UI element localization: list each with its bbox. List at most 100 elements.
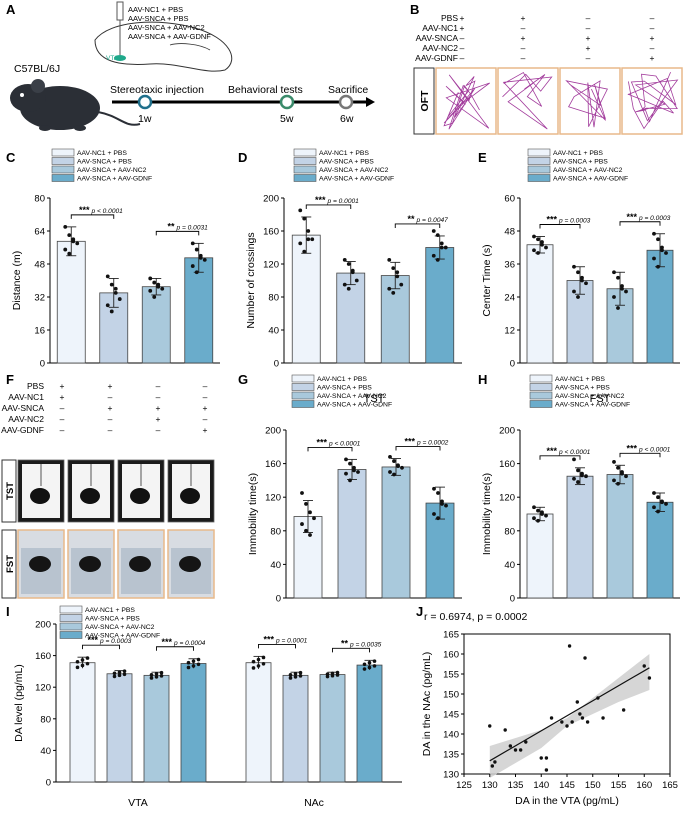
data-point-I-0-1 bbox=[122, 672, 127, 677]
legend-swatch-D-2 bbox=[293, 165, 317, 174]
scatter-point-J-13 bbox=[565, 724, 569, 728]
bar-C-2 bbox=[141, 286, 171, 364]
legend-label-H-1: AAV-SNCA + PBS bbox=[555, 385, 610, 392]
data-point-G-1 bbox=[348, 478, 352, 483]
legend-swatch-E-2 bbox=[527, 165, 551, 174]
data-point-I-0-2 bbox=[159, 670, 164, 675]
sig-pvalue-H-0: p < 0.0001 bbox=[558, 449, 591, 456]
y-tick-label-H: 40 bbox=[504, 560, 515, 571]
y-tick-label-H: 200 bbox=[499, 426, 515, 437]
y-tick-label-J: 160 bbox=[443, 650, 459, 661]
y-tick-label-I: 40 bbox=[40, 746, 51, 757]
y-axis-label-J: DA in the NAc (pg/mL) bbox=[421, 652, 433, 756]
bar-I-0-3 bbox=[180, 663, 207, 783]
legend-swatch-E-0 bbox=[527, 148, 551, 157]
data-point-G-1 bbox=[352, 468, 356, 473]
legend-label-D-3: AAV-SNCA + AAV-GDNF bbox=[319, 176, 394, 183]
data-point-E-1 bbox=[576, 270, 580, 275]
bar-D-0 bbox=[291, 234, 321, 364]
event-behavior-week: 5w bbox=[280, 113, 294, 125]
scatter-point-J-20 bbox=[585, 720, 590, 724]
sig-bracket-D-0 bbox=[305, 204, 352, 209]
data-point-G-3 bbox=[432, 486, 436, 491]
scatter-point-J-24 bbox=[642, 664, 646, 668]
scatter-point-J-15 bbox=[570, 720, 574, 724]
data-point-C-3 bbox=[202, 257, 207, 262]
sig-pvalue-I-1-0: p = 0.0001 bbox=[275, 637, 308, 644]
data-point-G-2 bbox=[400, 465, 404, 470]
bar-C-3 bbox=[184, 257, 214, 364]
y-tick-label-E: 0 bbox=[510, 359, 515, 370]
sig-bracket-H-0 bbox=[539, 455, 581, 460]
bar-C-0 bbox=[56, 240, 86, 364]
data-point-G-1 bbox=[356, 470, 360, 474]
oft-condition-row-0-sign-0: + bbox=[460, 13, 465, 23]
data-point-E-2 bbox=[616, 306, 620, 310]
oft-side-box bbox=[413, 67, 435, 135]
data-point-I-0-0 bbox=[75, 665, 80, 670]
tst-condition-row-1-sign-0: + bbox=[60, 392, 65, 402]
data-point-G-3 bbox=[436, 516, 440, 521]
oft-arena-1 bbox=[497, 67, 559, 135]
sig-stars-H-0: *** bbox=[546, 446, 557, 456]
data-point-H-3 bbox=[652, 505, 656, 510]
data-point-E-3 bbox=[660, 248, 664, 253]
legend-swatch-G-1 bbox=[291, 383, 315, 391]
sig-stars-I-0-0: *** bbox=[87, 635, 98, 645]
data-point-C-1 bbox=[105, 274, 110, 279]
data-point-D-1 bbox=[350, 268, 355, 273]
sig-bracket-H-1 bbox=[619, 452, 661, 458]
scatter-point-J-12 bbox=[560, 720, 564, 724]
tst-condition-row-4-sign-1: – bbox=[108, 425, 113, 435]
tst-condition-row-4-sign-0: – bbox=[60, 425, 65, 435]
sig-bracket-G-1 bbox=[395, 446, 441, 451]
data-point-H-2 bbox=[616, 465, 620, 470]
x-tick-label-J: 135 bbox=[508, 780, 524, 791]
data-point-D-0 bbox=[306, 237, 311, 242]
sig-bracket-D-1 bbox=[394, 223, 441, 228]
oft-condition-row-2-sign-1: + bbox=[521, 33, 526, 43]
oft-condition-row-4-sign-1: – bbox=[521, 53, 526, 63]
legend-label-G-0: AAV-NC1 + PBS bbox=[317, 376, 367, 383]
x-tick-label-J: 155 bbox=[611, 780, 627, 791]
y-tick-label-G: 120 bbox=[265, 493, 281, 504]
legend-swatch-I-2 bbox=[59, 622, 83, 631]
data-point-C-2 bbox=[152, 295, 157, 299]
data-point-E-3 bbox=[664, 251, 668, 255]
data-point-C-1 bbox=[109, 282, 114, 287]
tst-condition-row-3-sign-0: – bbox=[60, 414, 65, 424]
data-point-H-3 bbox=[664, 502, 668, 506]
data-point-E-1 bbox=[584, 281, 588, 286]
data-point-I-0-1 bbox=[112, 671, 117, 676]
legend-swatch-G-0 bbox=[291, 374, 315, 383]
data-point-C-0 bbox=[67, 233, 72, 238]
data-point-I-0-3 bbox=[196, 657, 201, 662]
data-point-I-0-0 bbox=[85, 661, 90, 666]
brain-fold bbox=[169, 43, 211, 51]
oft-condition-row-4-name: AAV-GDNF bbox=[415, 53, 458, 63]
sig-pvalue-I-0-0: p = 0.0003 bbox=[99, 638, 132, 645]
tst-condition-row-2-sign-0: – bbox=[60, 403, 65, 413]
vta-label: VTA bbox=[106, 55, 119, 62]
sig-bracket-E-1 bbox=[619, 221, 661, 226]
tst-side-box bbox=[1, 459, 17, 523]
scatter-point-J-21 bbox=[596, 696, 600, 700]
data-point-G-3 bbox=[436, 491, 440, 495]
legend-swatch-I-0 bbox=[59, 605, 83, 614]
sig-pvalue-G-1: p = 0.0002 bbox=[416, 440, 449, 447]
data-point-H-3 bbox=[656, 495, 660, 500]
fst-mouse-0 bbox=[29, 556, 51, 572]
data-point-D-2 bbox=[387, 257, 392, 262]
y-tick-label-J: 140 bbox=[443, 730, 459, 741]
panel-label-J: J bbox=[416, 604, 424, 619]
oft-condition-row-1-sign-3: – bbox=[650, 23, 655, 33]
scatter-point-J-0 bbox=[488, 724, 492, 728]
y-tick-label-E: 36 bbox=[504, 260, 515, 271]
y-tick-label-G: 160 bbox=[265, 459, 281, 470]
data-point-I-1-1 bbox=[293, 675, 298, 679]
data-point-I-1-0 bbox=[256, 657, 261, 662]
data-point-E-1 bbox=[572, 289, 576, 294]
data-point-I-1-0 bbox=[256, 664, 261, 668]
data-point-E-0 bbox=[536, 237, 540, 242]
